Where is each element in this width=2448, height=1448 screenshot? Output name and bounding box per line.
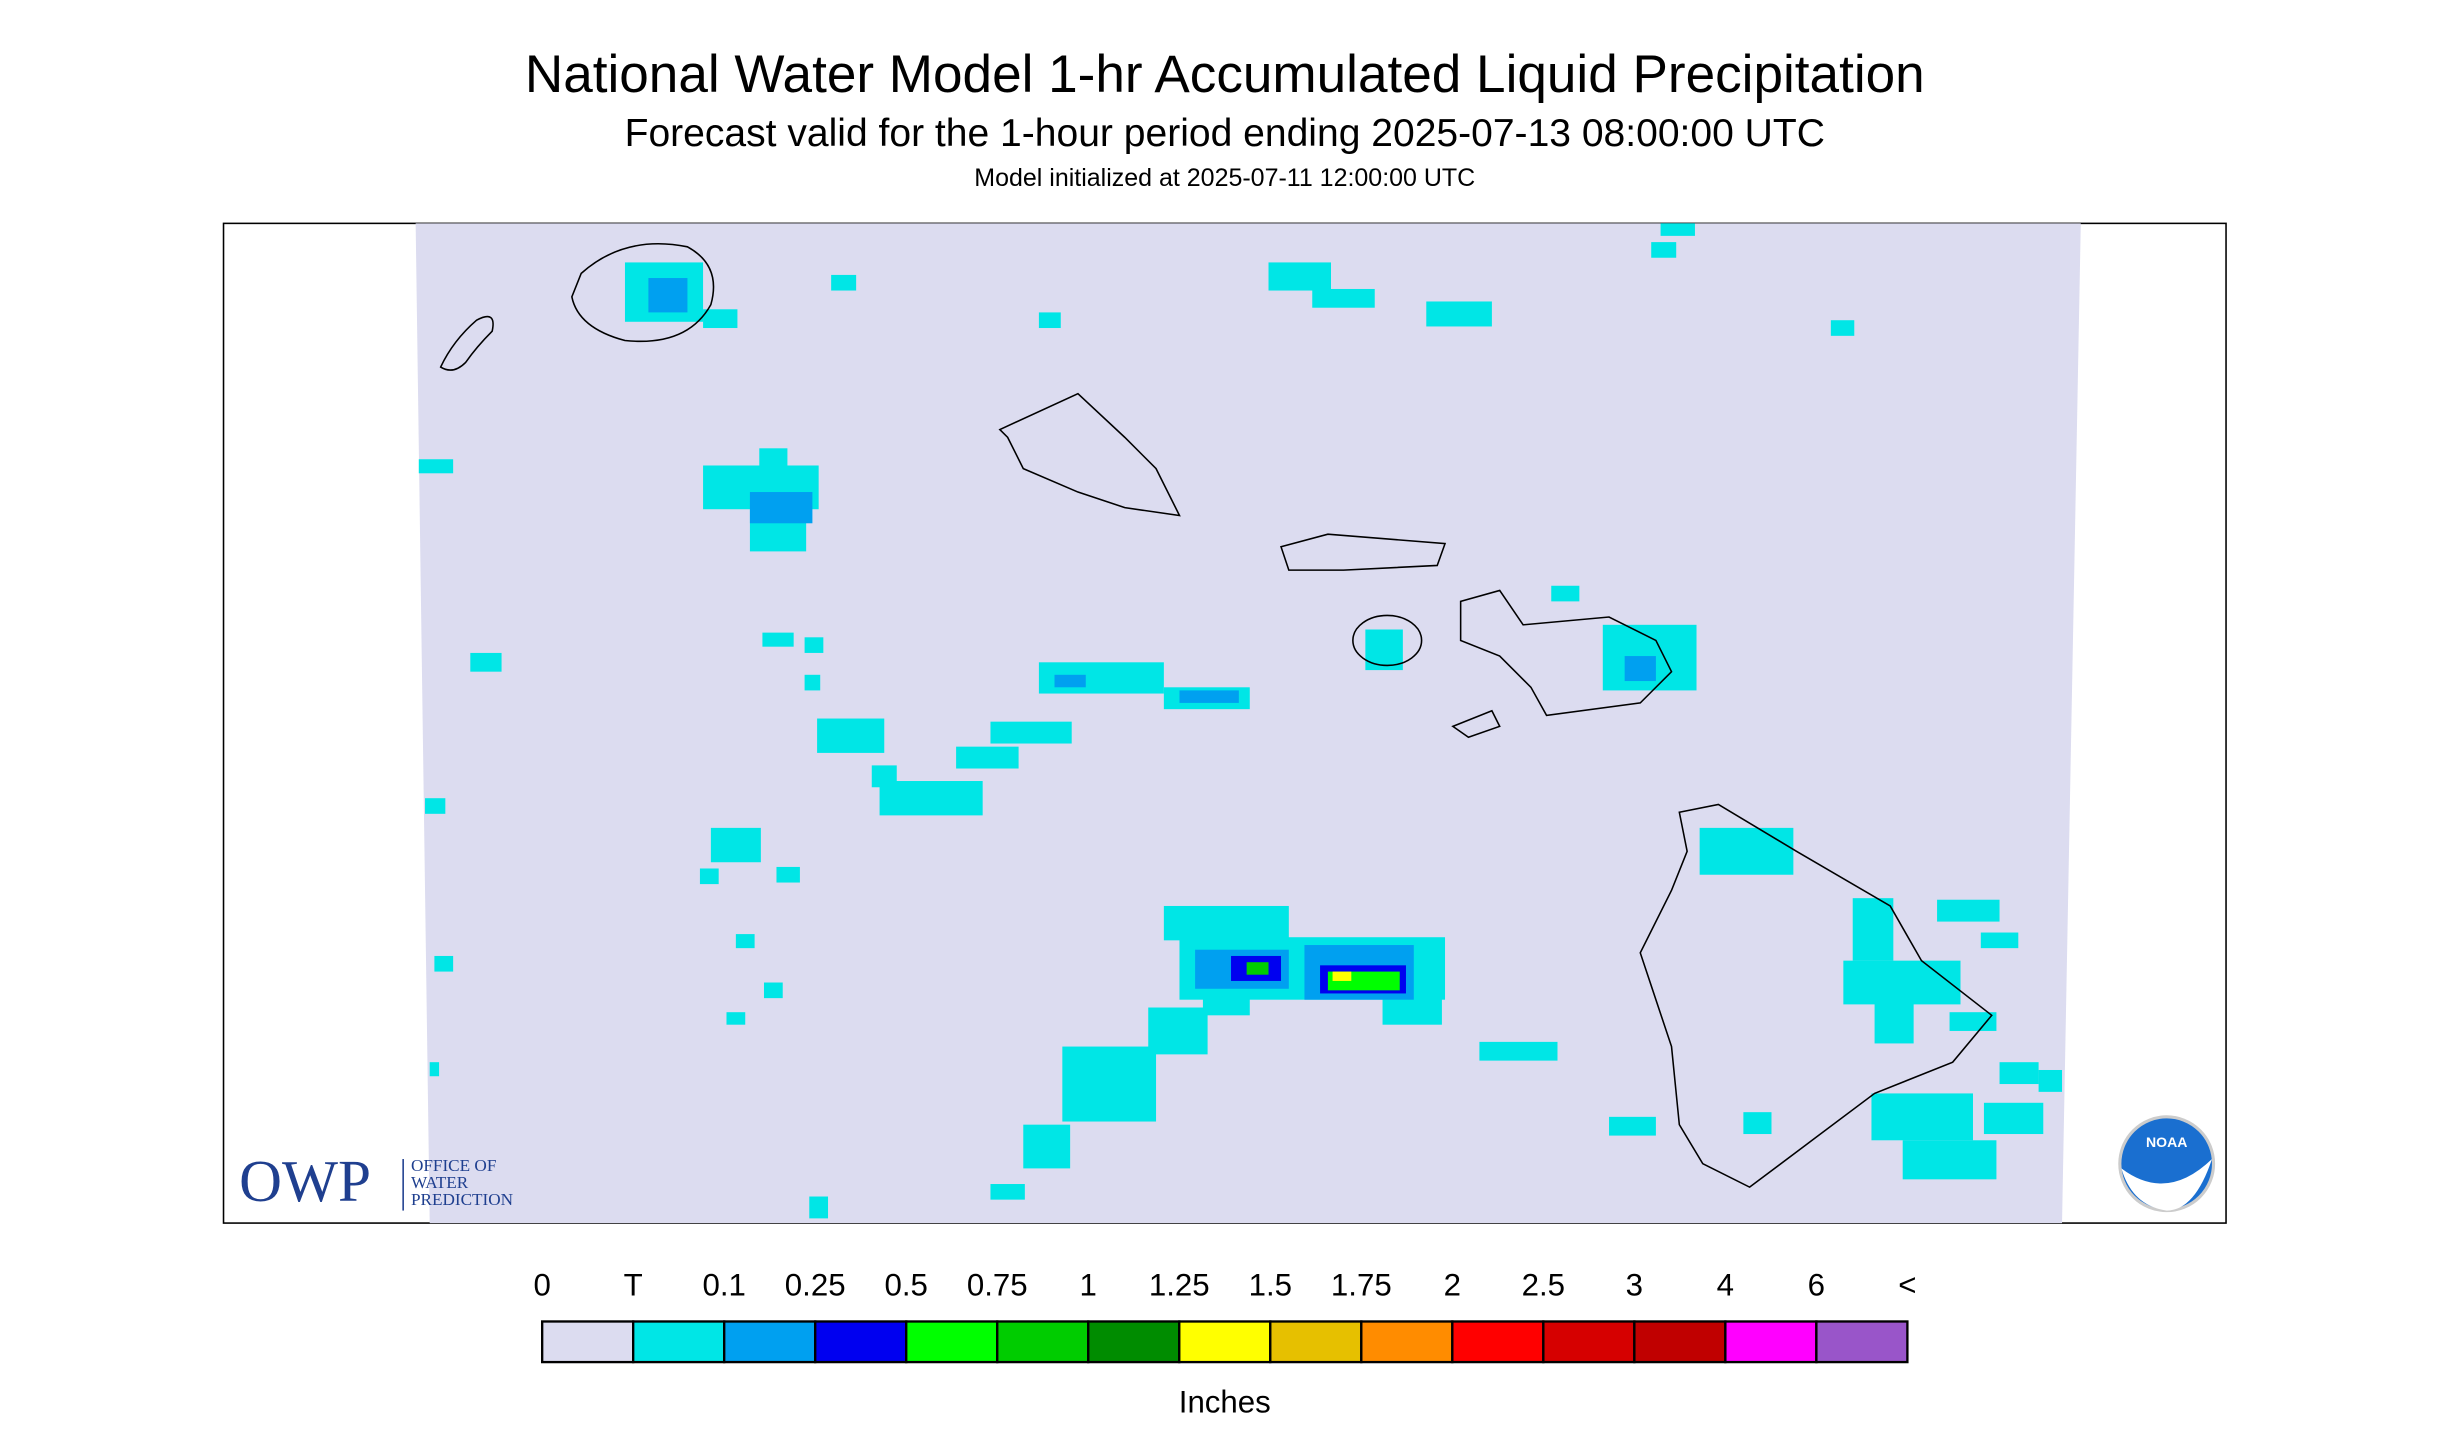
legend-swatch — [1633, 1320, 1727, 1364]
legend-label: 2.5 — [1522, 1267, 1565, 1302]
legend-swatch — [1178, 1320, 1272, 1364]
legend-unit: Inches — [1179, 1385, 1271, 1420]
legend-label: 0.25 — [785, 1267, 846, 1302]
legend-swatch — [1087, 1320, 1181, 1364]
legend-swatch — [814, 1320, 908, 1364]
title: National Water Model 1-hr Accumulated Li… — [525, 45, 1925, 104]
legend-label: 1.5 — [1249, 1267, 1292, 1302]
legend-swatch — [1815, 1320, 1909, 1364]
owp-text: PREDICTION — [411, 1190, 513, 1209]
heavier-precip — [648, 278, 1656, 1000]
legend-swatch — [1360, 1320, 1454, 1364]
subtitle: Forecast valid for the 1-hour period end… — [625, 112, 1825, 155]
noaa-swoosh — [2121, 1159, 2212, 1211]
legend: 0 T 0.1 0.25 0.5 0.75 1 1.25 1.5 1.75 2 2.5 3 4 6 < — [533, 1267, 1917, 1364]
owp-logo: OWP — [239, 1148, 371, 1214]
legend-label: 4 — [1717, 1267, 1734, 1302]
legend-label: 0.75 — [967, 1267, 1028, 1302]
legend-label: 1 — [1080, 1267, 1097, 1302]
legend-label: 3 — [1626, 1267, 1643, 1302]
legend-swatch — [632, 1320, 726, 1364]
legend-label: 0.1 — [702, 1267, 745, 1302]
legend-swatch — [905, 1320, 999, 1364]
legend-swatch — [1542, 1320, 1636, 1364]
legend-swatch — [1451, 1320, 1545, 1364]
legend-label: 1.75 — [1331, 1267, 1392, 1302]
legend-swatch — [1269, 1320, 1363, 1364]
owp-text: OFFICE OF — [411, 1156, 496, 1175]
legend-label: 6 — [1808, 1267, 1825, 1302]
legend-label: < — [1898, 1267, 1916, 1302]
legend-swatch — [996, 1320, 1090, 1364]
legend-label: 0.5 — [885, 1267, 928, 1302]
coastlines — [439, 243, 1993, 1189]
legend-swatch — [1724, 1320, 1818, 1364]
legend-swatch — [541, 1320, 635, 1364]
legend-label: T — [624, 1267, 643, 1302]
legend-label: 2 — [1444, 1267, 1461, 1302]
legend-label: 0 — [533, 1267, 550, 1302]
noaa-text: NOAA — [2146, 1134, 2187, 1150]
owp-text: WATER — [411, 1173, 469, 1192]
legend-label: 1.25 — [1149, 1267, 1210, 1302]
init-time: Model initialized at 2025-07-11 12:00:00… — [974, 164, 1475, 192]
legend-swatch — [723, 1320, 817, 1364]
model-domain — [415, 223, 2081, 1224]
